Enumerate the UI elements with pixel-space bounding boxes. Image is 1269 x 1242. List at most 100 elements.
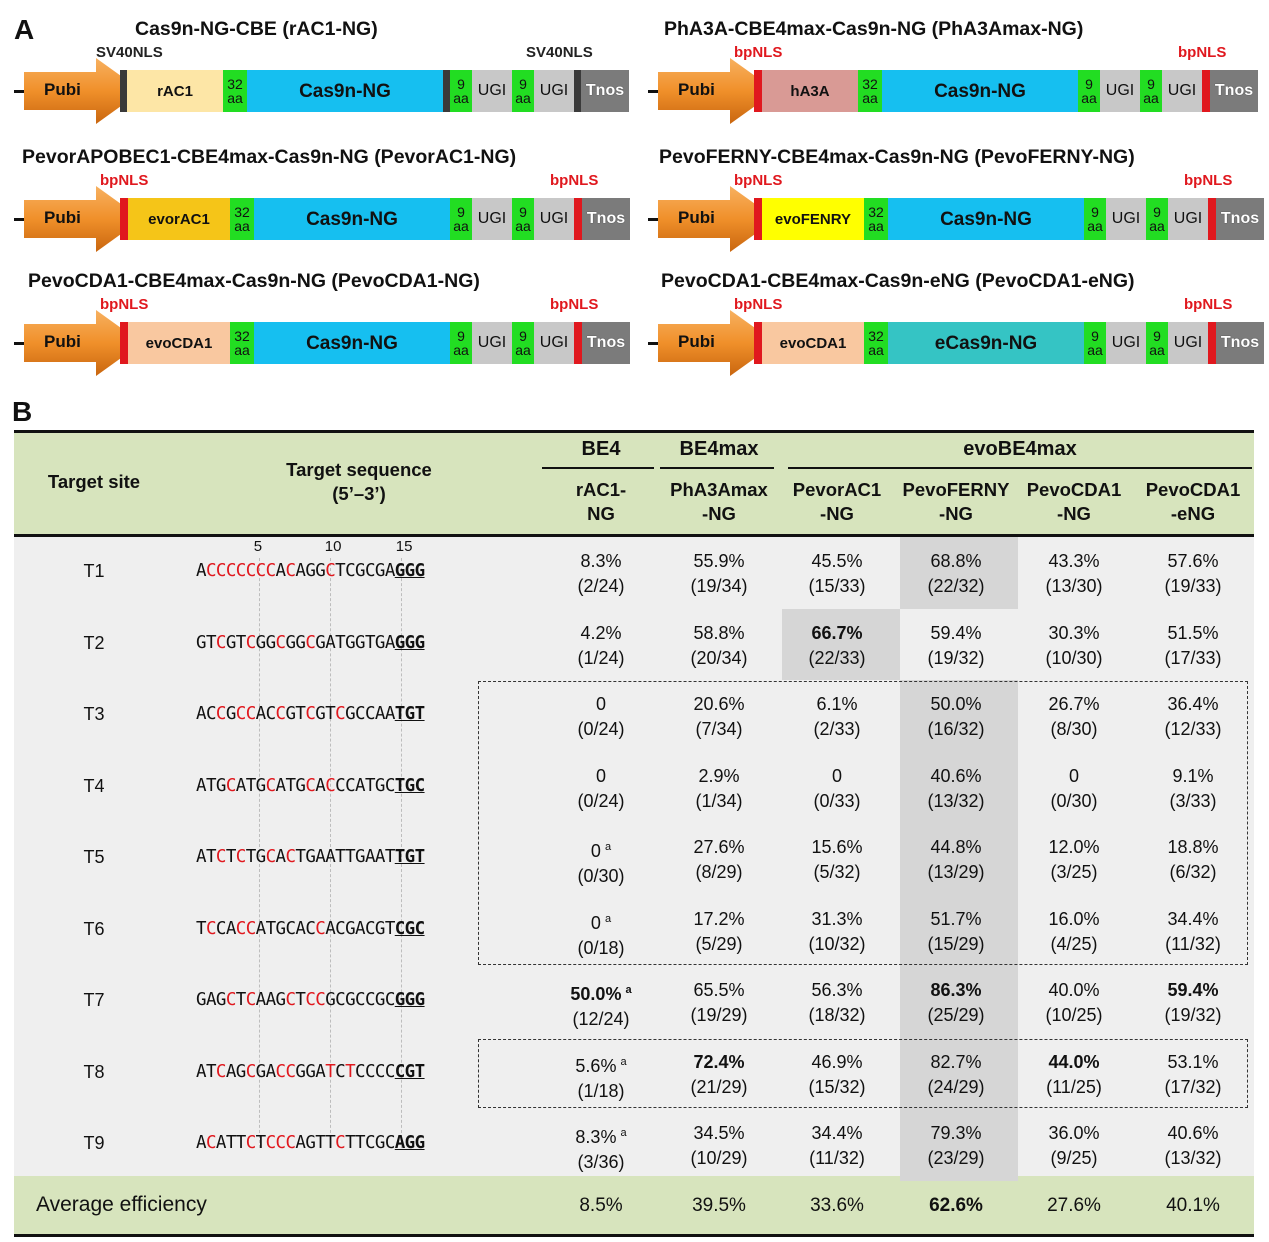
efficiency-fraction: (1/24) bbox=[577, 647, 625, 668]
linker-unit: aa bbox=[515, 342, 531, 358]
efficiency-percent: 6.1% bbox=[778, 692, 896, 717]
efficiency-percent: 4.2% bbox=[542, 621, 660, 646]
efficiency-cell: 2.9% (1/34) bbox=[660, 764, 778, 814]
target-sequence: GTCGTCGGCGGCGATGGTGAGGG bbox=[196, 633, 425, 653]
percent-value: 27.6% bbox=[693, 837, 745, 857]
ugi-domain-2: UGI bbox=[1168, 322, 1208, 364]
efficiency-cell: 0 (0/24) bbox=[542, 692, 660, 742]
linker-9aa-2: 9 aa bbox=[512, 322, 534, 364]
header-target-sequence-line1: Target sequence bbox=[286, 459, 432, 480]
efficiency-fraction: (22/32) bbox=[927, 576, 985, 596]
linker-unit: aa bbox=[1081, 90, 1097, 106]
linker-number: 9 bbox=[1153, 204, 1161, 220]
efficiency-percent: 31.3% bbox=[778, 907, 896, 932]
ugi-domain-1: UGI bbox=[1106, 198, 1146, 240]
percent-value: 68.8% bbox=[930, 551, 982, 571]
pam-sequence: TGT bbox=[394, 704, 425, 724]
nls-right-marker bbox=[1208, 322, 1216, 364]
efficiency-percent: 34.4% bbox=[778, 1121, 896, 1146]
footnote-marker: a bbox=[620, 1127, 627, 1139]
linker-number: 9 bbox=[457, 76, 465, 92]
nls-left-marker bbox=[754, 322, 762, 364]
terminator-tnos: Tnos bbox=[1210, 70, 1258, 112]
average-efficiency-value: 8.5% bbox=[579, 1195, 623, 1216]
percent-value: 53.1% bbox=[1167, 1051, 1219, 1072]
construct-title: PevoCDA1-CBE4max-Cas9n-eNG (PevoCDA1-eNG… bbox=[661, 270, 1135, 292]
efficiency-fraction: (11/25) bbox=[1046, 1076, 1102, 1097]
efficiency-cell: 43.3% (13/30) bbox=[1015, 549, 1133, 599]
cas9-domain: Cas9n-NG bbox=[247, 70, 443, 112]
percent-value: 4.2% bbox=[580, 622, 622, 643]
percent-value: 55.9% bbox=[693, 551, 745, 571]
percent-value: 65.5% bbox=[693, 980, 745, 1000]
table-header-rule bbox=[14, 534, 1254, 537]
percent-value: 5.6% bbox=[575, 1055, 617, 1076]
linker-unit: aa bbox=[1149, 218, 1165, 234]
pam-sequence: GGG bbox=[394, 561, 425, 581]
efficiency-cell: 30.3% (10/30) bbox=[1015, 621, 1133, 671]
linker-9aa-2: 9 aa bbox=[512, 198, 534, 240]
target-sequence: ACCCCCCCACAGGCTCGCGAGGG bbox=[196, 561, 425, 581]
deaminase-domain: evoCDA1 bbox=[762, 322, 864, 364]
linker-9aa-1: 9 aa bbox=[1084, 198, 1106, 240]
linker-unit: aa bbox=[234, 342, 250, 358]
linker-9aa-2: 9 aa bbox=[1146, 322, 1168, 364]
linker-9aa-1: 9 aa bbox=[450, 322, 472, 364]
efficiency-cell: 55.9% (19/34) bbox=[660, 549, 778, 599]
efficiency-fraction: (10/29) bbox=[690, 1148, 748, 1168]
efficiency-percent: 40.6% bbox=[897, 764, 1015, 789]
percent-value: 45.5% bbox=[811, 551, 863, 571]
promoter-label: Pubi bbox=[678, 208, 715, 227]
efficiency-cell: 27.6% (8/29) bbox=[660, 835, 778, 885]
percent-value: 50.0% bbox=[930, 694, 982, 714]
protospacer: ACCCCCCCACAGGCTCGCGA bbox=[196, 561, 395, 581]
efficiency-cell: 59.4% (19/32) bbox=[1134, 978, 1252, 1028]
linker-9aa-1: 9 aa bbox=[1084, 322, 1106, 364]
nls-right-label: bpNLS bbox=[1178, 44, 1227, 61]
group-evobe4max: evoBE4max bbox=[963, 438, 1077, 460]
protospacer: GAGCTCAAGCTCCGCGCCGC bbox=[196, 990, 395, 1010]
percent-value: 34.4% bbox=[1167, 908, 1219, 929]
percent-value: 50.0% bbox=[570, 984, 622, 1004]
linker-unit: aa bbox=[862, 90, 878, 106]
editing-efficiency-table: Target site Target sequence (5’–3’) BE4 … bbox=[14, 430, 1254, 1238]
efficiency-fraction: (15/33) bbox=[808, 576, 866, 596]
linker-number: 9 bbox=[1091, 204, 1099, 220]
efficiency-cell: 0 (0/33) bbox=[778, 764, 896, 814]
linker-unit: aa bbox=[1149, 342, 1165, 358]
efficiency-percent: 51.7% bbox=[897, 907, 1015, 932]
efficiency-cell: 86.3% (25/29) bbox=[897, 978, 1015, 1028]
efficiency-cell: 8.3% a (3/36) bbox=[542, 1121, 660, 1175]
percent-value: 51.7% bbox=[930, 908, 982, 929]
linker-32aa: 32 aa bbox=[230, 322, 254, 364]
percent-value: 12.0% bbox=[1048, 837, 1100, 857]
efficiency-percent: 72.4% bbox=[660, 1050, 778, 1075]
efficiency-cell: 79.3% (23/29) bbox=[897, 1121, 1015, 1171]
linker-unit: aa bbox=[1143, 90, 1159, 106]
efficiency-percent: 66.7% bbox=[778, 621, 896, 646]
linker-number: 32 bbox=[234, 204, 250, 220]
efficiency-cell: 53.1% (17/32) bbox=[1134, 1050, 1252, 1100]
nls-left-label: bpNLS bbox=[100, 172, 149, 189]
efficiency-percent: 79.3% bbox=[897, 1121, 1015, 1146]
promoter-arrow bbox=[658, 58, 776, 124]
efficiency-fraction: (19/33) bbox=[1164, 576, 1222, 596]
linker-unit: aa bbox=[1087, 342, 1103, 358]
percent-value: 40.6% bbox=[930, 765, 982, 786]
efficiency-fraction: (8/30) bbox=[1050, 719, 1098, 739]
efficiency-cell: 65.5% (19/29) bbox=[660, 978, 778, 1028]
construct-title: PevorAPOBEC1-CBE4max-Cas9n-NG (PevorAC1-… bbox=[22, 146, 517, 168]
efficiency-cell: 57.6% (19/33) bbox=[1134, 549, 1252, 599]
average-efficiency-value: 40.1% bbox=[1166, 1195, 1220, 1216]
efficiency-cell: 4.2% (1/24) bbox=[542, 621, 660, 671]
protospacer: TCCACCATGCACCACGACGT bbox=[196, 918, 395, 939]
efficiency-cell: 50.0% (16/32) bbox=[897, 692, 1015, 742]
efficiency-fraction: (0/24) bbox=[577, 790, 625, 811]
linker-number: 9 bbox=[519, 204, 527, 220]
nls-left-label: bpNLS bbox=[100, 296, 149, 313]
column-header-3: PevorAC1 -NG bbox=[778, 478, 896, 526]
efficiency-cell: 18.8% (6/32) bbox=[1134, 835, 1252, 885]
linker-unit: aa bbox=[234, 218, 250, 234]
efficiency-fraction: (10/25) bbox=[1045, 1005, 1103, 1025]
efficiency-fraction: (2/33) bbox=[813, 719, 861, 739]
